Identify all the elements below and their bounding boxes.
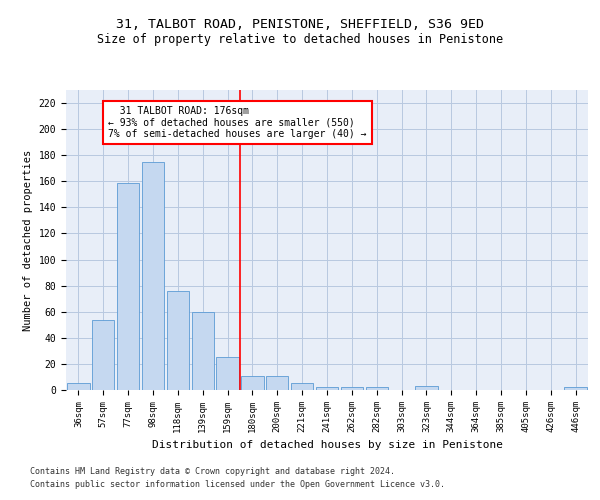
Bar [291,384,313,390]
Bar [415,386,437,390]
Bar [341,388,363,390]
Bar [217,358,239,390]
Y-axis label: Number of detached properties: Number of detached properties [23,150,33,330]
Bar [266,376,289,390]
Bar [92,320,115,390]
Text: 31 TALBOT ROAD: 176sqm  
← 93% of detached houses are smaller (550)
7% of semi-d: 31 TALBOT ROAD: 176sqm ← 93% of detached… [108,106,367,139]
Bar [191,312,214,390]
Bar [67,384,89,390]
Text: Size of property relative to detached houses in Penistone: Size of property relative to detached ho… [97,32,503,46]
Bar [117,182,139,390]
Bar [316,388,338,390]
Bar [365,388,388,390]
Bar [565,388,587,390]
Bar [167,291,189,390]
Bar [241,376,263,390]
Text: 31, TALBOT ROAD, PENISTONE, SHEFFIELD, S36 9ED: 31, TALBOT ROAD, PENISTONE, SHEFFIELD, S… [116,18,484,30]
Text: Contains HM Land Registry data © Crown copyright and database right 2024.: Contains HM Land Registry data © Crown c… [30,467,395,476]
Text: Contains public sector information licensed under the Open Government Licence v3: Contains public sector information licen… [30,480,445,489]
Bar [142,162,164,390]
X-axis label: Distribution of detached houses by size in Penistone: Distribution of detached houses by size … [151,440,503,450]
